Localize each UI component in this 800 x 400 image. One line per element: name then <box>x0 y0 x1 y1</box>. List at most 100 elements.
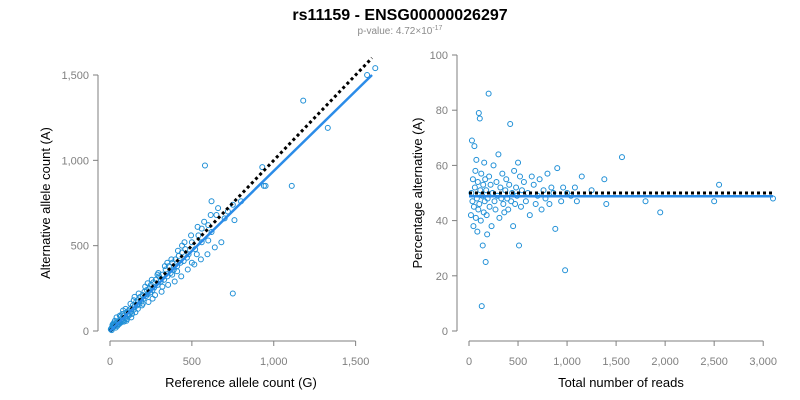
right-data-point <box>518 187 525 194</box>
left-data-point <box>124 316 131 323</box>
right-data-point <box>517 203 524 210</box>
right-data-point <box>485 90 492 97</box>
right-data-point <box>472 167 479 174</box>
right-data-point <box>558 198 565 205</box>
right-data-point <box>473 156 480 163</box>
right-x-tick-label: 1,000 <box>553 356 581 368</box>
p-value-prefix: p-value: 4.72×10 <box>358 26 433 37</box>
left-y-axis-label: Alternative allele count (A) <box>38 127 53 279</box>
left-data-point <box>178 273 185 280</box>
left-data-point <box>135 290 142 297</box>
right-data-point <box>480 181 487 188</box>
right-data-point <box>496 214 503 221</box>
right-data-point <box>476 201 483 208</box>
left-y-tick-label: 500 <box>71 241 89 253</box>
right-data-point <box>544 170 551 177</box>
right-data-point <box>472 214 479 221</box>
left-data-point <box>130 297 137 304</box>
left-x-axis-ticks: 0 500 1,000 1,500 <box>107 341 369 368</box>
right-data-point <box>548 184 555 191</box>
right-data-point <box>471 184 478 191</box>
right-data-point <box>474 178 481 185</box>
right-data-point <box>495 151 502 158</box>
left-data-point <box>231 217 238 224</box>
right-data-point <box>642 198 649 205</box>
left-data-point <box>148 276 155 283</box>
right-data-point <box>477 187 484 194</box>
right-data-point <box>528 173 535 180</box>
right-x-axis-label: Total number of reads <box>558 375 684 390</box>
right-data-point <box>501 209 508 216</box>
right-data-point <box>573 198 580 205</box>
right-data-point <box>477 217 484 224</box>
left-x-tick-label: 1,000 <box>260 356 288 368</box>
left-data-point <box>174 268 181 275</box>
right-y-tick-label: 100 <box>430 50 448 62</box>
left-data-point <box>188 232 195 239</box>
right-y-tick-label: 40 <box>436 216 448 228</box>
left-data-point <box>221 215 228 222</box>
right-data-point <box>506 181 513 188</box>
right-x-tick-label: 2,000 <box>651 356 679 368</box>
right-data-point <box>490 162 497 169</box>
percentage-alternative-scatter-plot: 0 500 1,000 1,500 2,000 2,500 3,000 0 20 40 60 80 1… <box>410 50 777 390</box>
left-data-point <box>181 239 188 246</box>
left-data-point <box>145 298 152 305</box>
right-x-tick-label: 0 <box>466 356 472 368</box>
right-data-point <box>480 209 487 216</box>
left-data-point <box>185 251 192 258</box>
right-points <box>467 90 776 310</box>
right-data-point <box>562 267 569 274</box>
right-data-point <box>471 143 478 150</box>
right-data-point <box>520 178 527 185</box>
right-x-tick-label: 1,500 <box>602 356 630 368</box>
right-data-point <box>516 173 523 180</box>
right-y-tick-label: 0 <box>442 326 448 338</box>
right-data-point <box>538 206 545 213</box>
left-data-point <box>165 281 172 288</box>
left-data-point <box>211 244 218 251</box>
left-data-point <box>131 293 138 300</box>
right-y-tick-label: 80 <box>436 105 448 117</box>
right-data-point <box>491 198 498 205</box>
right-data-point <box>469 176 476 183</box>
left-data-point <box>191 261 198 268</box>
left-data-point <box>208 198 215 205</box>
right-data-point <box>484 231 491 238</box>
right-data-point <box>522 198 529 205</box>
right-data-point <box>554 165 561 172</box>
left-data-point <box>201 162 208 169</box>
right-data-point <box>532 201 539 208</box>
right-data-point <box>546 201 553 208</box>
left-y-tick-label: 1,500 <box>61 70 89 82</box>
left-x-tick-label: 500 <box>183 356 201 368</box>
right-x-axis-ticks: 0 500 1,000 1,500 2,000 2,500 3,000 <box>466 341 777 368</box>
left-data-point <box>193 251 200 258</box>
left-data-point <box>171 278 178 285</box>
right-data-point <box>515 159 522 166</box>
right-data-point <box>481 198 488 205</box>
right-data-point <box>497 184 504 191</box>
left-data-point <box>138 302 145 309</box>
right-data-point <box>513 184 520 191</box>
left-x-tick-label: 1,500 <box>342 356 370 368</box>
left-data-point <box>259 164 266 171</box>
right-data-point <box>560 184 567 191</box>
right-data-point <box>482 259 489 265</box>
right-data-point <box>499 170 506 177</box>
right-data-point <box>526 212 533 219</box>
left-data-point <box>364 72 371 78</box>
right-data-point <box>488 223 495 230</box>
left-data-point <box>205 237 212 244</box>
right-data-point <box>618 154 625 161</box>
right-data-point <box>530 181 537 188</box>
left-data-point <box>155 269 162 276</box>
right-data-point <box>470 223 477 230</box>
right-data-point <box>478 303 485 310</box>
page-title: rs11159 - ENSG00000026297 <box>292 7 507 24</box>
left-data-point <box>177 259 184 266</box>
right-data-point <box>486 173 493 180</box>
right-data-point <box>483 187 490 194</box>
left-x-axis-label: Reference allele count (G) <box>165 375 317 390</box>
right-x-tick-label: 3,000 <box>749 356 777 368</box>
